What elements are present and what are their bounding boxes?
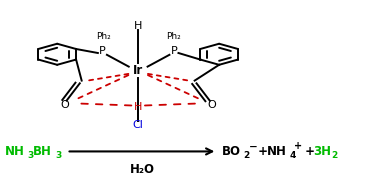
- Text: P: P: [99, 46, 106, 56]
- Text: NH: NH: [5, 145, 24, 158]
- Text: 2: 2: [332, 152, 338, 160]
- Text: P: P: [170, 46, 177, 56]
- Text: Cl: Cl: [133, 120, 144, 130]
- Text: H: H: [134, 21, 143, 31]
- Text: Ph₂: Ph₂: [96, 32, 110, 41]
- Text: +: +: [254, 145, 272, 158]
- Text: 3: 3: [28, 152, 34, 160]
- Text: BH: BH: [33, 145, 52, 158]
- Text: +: +: [301, 145, 319, 158]
- Text: O: O: [207, 100, 216, 110]
- Text: 2: 2: [243, 152, 249, 160]
- Text: NH: NH: [266, 145, 287, 158]
- Text: H: H: [134, 102, 143, 112]
- Text: −: −: [248, 141, 257, 151]
- Text: +: +: [294, 141, 302, 151]
- Text: 3: 3: [56, 152, 62, 160]
- Text: Ir: Ir: [133, 64, 143, 77]
- Text: O: O: [60, 100, 69, 110]
- Text: BO: BO: [222, 145, 241, 158]
- Text: 3H: 3H: [314, 145, 332, 158]
- Text: H₂O: H₂O: [129, 163, 155, 176]
- Text: 4: 4: [289, 152, 296, 160]
- Text: Ph₂: Ph₂: [166, 32, 181, 41]
